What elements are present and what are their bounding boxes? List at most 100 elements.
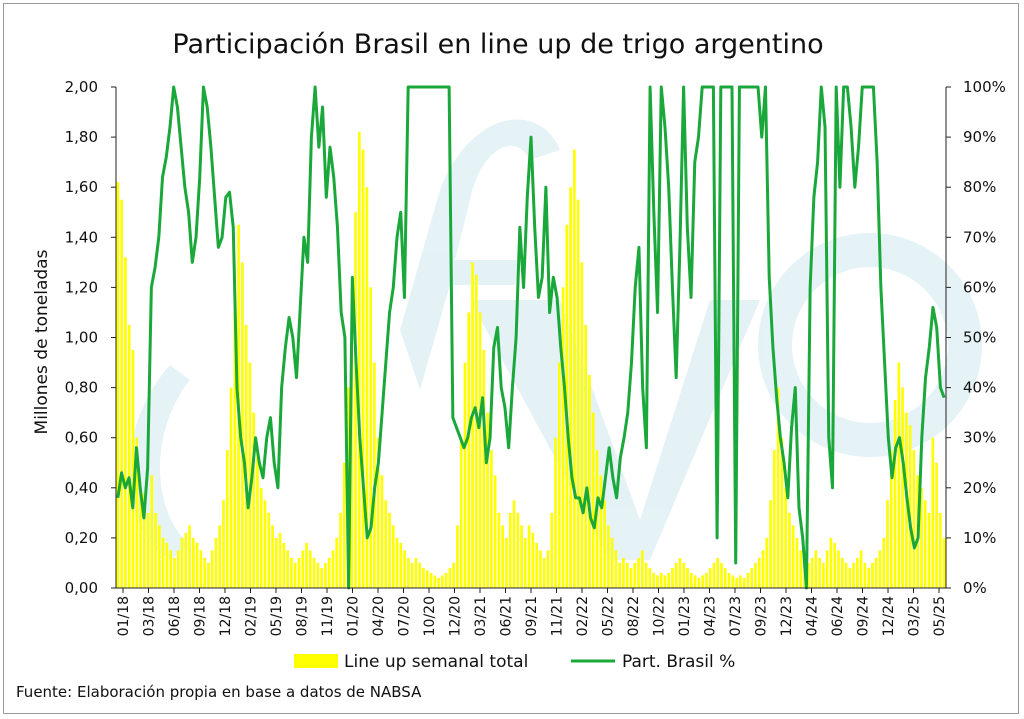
y-right-tick-label: 90% [963,128,996,146]
bar [754,562,757,588]
bar [267,512,271,588]
source-note: Fuente: Elaboración propia en base a dat… [16,683,422,701]
bar [425,570,429,589]
legend: Line up semanal total Part. Brasil % [294,652,735,672]
bar [433,575,437,589]
bar [218,525,222,589]
bar [874,557,878,588]
bar [765,537,769,588]
x-tick-label: 05/25 [932,596,948,636]
bar [497,512,501,588]
bar [908,425,912,588]
bar [508,512,512,588]
x-axis: 01/18 03/18 06/18 09/18 12/18 02/19 05/19 08/19… [116,588,948,636]
x-tick-label: 03/21 [473,596,489,636]
bar [210,550,214,588]
bar [561,287,565,588]
bar [399,542,403,588]
x-tick-label: 02/19 [244,596,260,636]
bar [633,562,637,588]
bar [912,450,916,589]
x-tick-label: 08/22 [626,596,642,636]
bar [229,387,233,588]
bar [550,512,554,588]
bar [516,512,520,588]
bar [222,500,225,588]
bar [640,550,644,588]
y-left-tick-label: 0,80 [65,379,98,397]
bar [312,557,316,588]
bar [501,525,505,589]
bar [463,362,467,588]
y-left-tick-label: 0,00 [65,579,98,597]
bar [139,487,142,588]
bar [840,557,844,588]
bar [897,362,901,588]
bar [320,567,323,588]
bar [490,450,493,589]
bar [441,575,444,589]
bar [822,562,825,588]
bar [607,525,610,589]
bar [354,212,357,588]
bar [278,532,282,588]
x-tick-label: 06/24 [830,596,846,636]
bar [173,557,176,588]
bar [656,575,659,589]
x-tick-label: 08/19 [295,596,311,636]
bar [290,557,293,588]
bar [580,262,584,588]
bar [686,567,689,588]
bar [610,537,614,588]
bar [644,562,648,588]
x-tick-label: 03/25 [907,596,923,636]
bar [384,500,388,588]
bar [286,550,289,588]
y-right-tick-label: 10% [963,529,996,547]
x-tick-label: 10/20 [422,596,438,636]
bar [225,450,229,589]
bar [301,550,305,588]
x-tick-label: 12/20 [448,596,464,636]
bar [750,567,754,588]
bar [674,562,678,588]
bar [471,262,474,588]
bar [350,312,354,588]
bar [833,542,837,588]
bar [316,562,320,588]
bar [142,492,146,588]
bar [512,500,516,588]
bar [856,557,859,588]
bar [188,525,191,589]
bar [791,525,795,589]
bar [305,542,308,588]
bar [546,550,550,588]
y-left-tick-label: 0,40 [65,479,98,497]
x-tick-label: 12/18 [218,596,234,636]
bar [395,537,399,588]
bar [324,562,327,588]
bar [542,557,546,588]
bar [158,525,161,589]
bar [444,572,448,588]
bar [697,577,701,588]
x-tick-label: 12/24 [881,596,897,636]
bar [120,199,123,588]
bar [810,557,814,588]
bar [848,567,852,588]
y-right-tick-label: 20% [963,479,996,497]
x-tick-label: 11/21 [550,596,566,636]
bar [531,532,535,588]
bar [535,542,538,588]
bar [901,387,904,588]
y-left-tick-label: 1,20 [65,278,98,296]
bar [207,562,210,588]
bar [146,512,150,588]
bar [263,500,267,588]
bar [878,550,882,588]
y-axis-left: 0,00 0,20 0,40 0,60 0,80 1,00 1,20 1,40 1,60 1,80… [65,78,116,597]
bar [825,550,829,588]
bar [275,537,278,588]
x-tick-label: 07/23 [728,596,744,636]
